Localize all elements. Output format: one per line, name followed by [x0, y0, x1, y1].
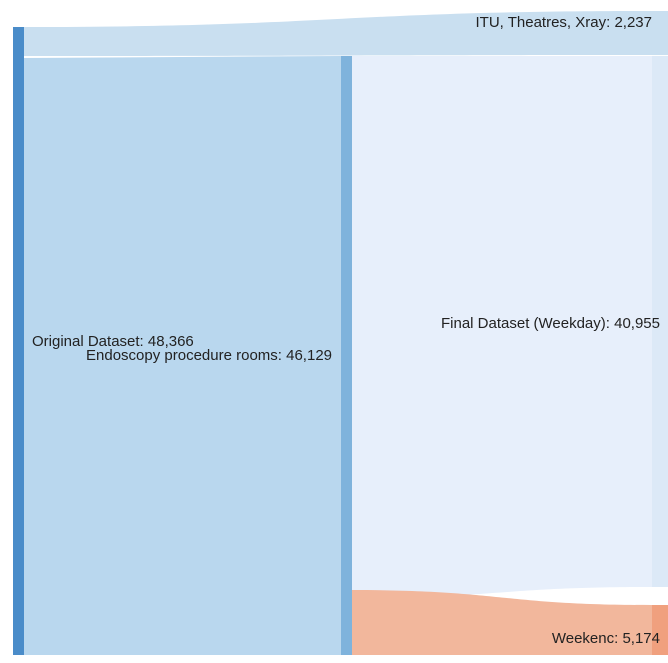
label-itu-theatres-xray: ITU, Theatres, Xray: 2,237	[476, 14, 652, 31]
node-endoscopy-rooms	[341, 56, 352, 655]
link-endoscopy-to-weekend	[352, 590, 652, 655]
link-original-to-endoscopy	[24, 56, 341, 655]
label-weekend: Weekenc: 5,174	[552, 630, 660, 647]
link-endoscopy-to-final	[352, 56, 652, 598]
node-final-dataset	[652, 56, 668, 587]
label-original-dataset: Original Dataset: 48,366	[32, 333, 194, 350]
label-final-dataset: Final Dataset (Weekday): 40,955	[441, 315, 660, 332]
label-endoscopy-rooms: Endoscopy procedure rooms: 46,129	[86, 347, 332, 364]
node-original-dataset	[13, 27, 24, 655]
link-original-to-itu	[24, 11, 652, 57]
node-weekend	[652, 605, 668, 655]
node-itu-theatres-xray	[652, 11, 668, 56]
